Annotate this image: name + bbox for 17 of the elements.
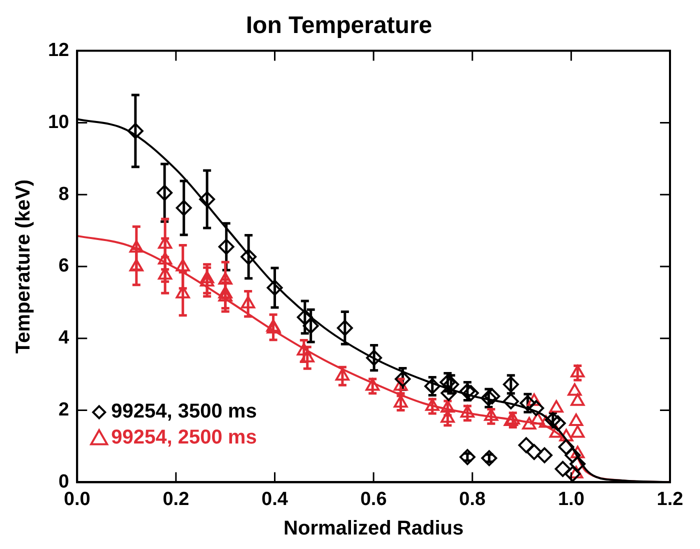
y-axis-title: Temperature (keV) <box>12 179 35 354</box>
y-tick-label: 2 <box>58 400 70 421</box>
x-tick-label: 0.6 <box>360 488 387 510</box>
x-axis-title: Normalized Radius <box>284 518 464 540</box>
legend-label: 99254, 2500 ms <box>111 426 257 449</box>
x-tick-label: 0.4 <box>262 488 288 510</box>
x-tick-label: 0.2 <box>162 488 190 510</box>
chart-title: Ion Temperature <box>246 12 432 40</box>
y-tick-label: 12 <box>48 40 70 62</box>
y-tick-label: 8 <box>58 184 70 205</box>
x-tick-label: 0.8 <box>459 488 486 510</box>
y-tick-label: 10 <box>48 112 70 133</box>
legend-label: 99254, 3500 ms <box>111 400 257 423</box>
y-tick-label: 6 <box>58 256 70 277</box>
x-tick-label: 1.0 <box>558 488 584 510</box>
x-tick-label: 1.2 <box>656 488 684 510</box>
y-tick-label: 4 <box>58 328 70 349</box>
